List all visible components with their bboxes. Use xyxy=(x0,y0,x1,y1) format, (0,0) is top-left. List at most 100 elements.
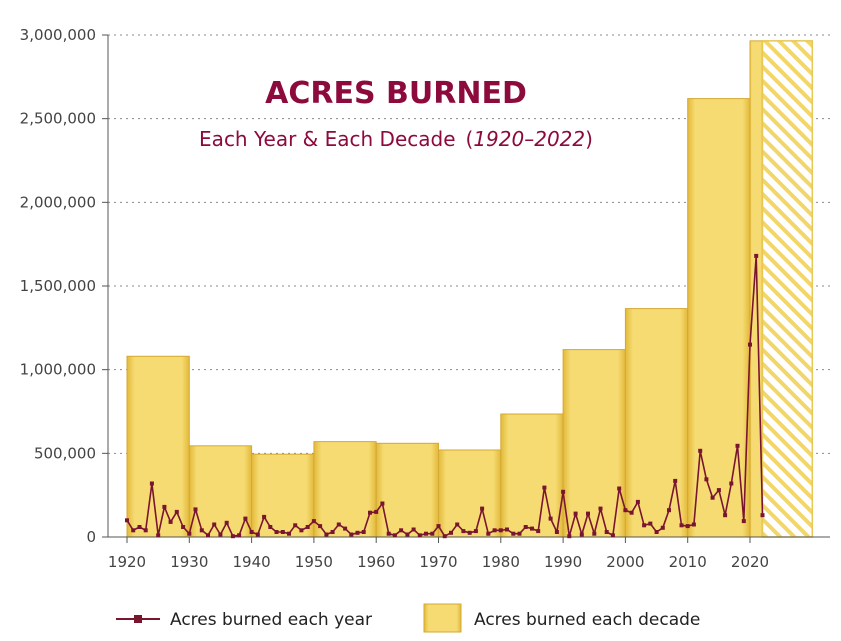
annual-point xyxy=(430,531,435,536)
annual-point xyxy=(523,525,528,529)
x-tick-label: 2000 xyxy=(606,553,644,571)
annual-point xyxy=(623,508,628,513)
x-axis-ticks: 1920 1930 1940 1950 1960 1970 1980 1990 2000 2010… xyxy=(108,537,769,571)
annual-point xyxy=(274,530,279,534)
annual-point xyxy=(473,529,478,534)
x-tick-label: 1960 xyxy=(357,553,395,571)
annual-point xyxy=(324,532,329,537)
annual-point xyxy=(237,533,242,538)
annual-point xyxy=(181,525,186,529)
annual-point xyxy=(542,485,547,490)
annual-point xyxy=(131,528,136,533)
annual-point xyxy=(143,528,148,533)
annual-point xyxy=(249,530,254,534)
annual-point xyxy=(336,522,341,527)
annual-point xyxy=(561,489,566,494)
annual-point xyxy=(648,521,653,526)
annual-point xyxy=(685,524,690,529)
annual-point xyxy=(156,533,161,538)
annual-point xyxy=(386,531,391,536)
annual-point xyxy=(374,509,379,514)
annual-point xyxy=(424,531,428,536)
annual-point xyxy=(654,530,659,534)
annual-point xyxy=(498,528,503,533)
y-tick-label: 0 xyxy=(86,528,96,546)
decade-bar-1920 xyxy=(126,355,190,538)
legend-label-decade: Acres burned each decade xyxy=(474,610,700,630)
annual-point xyxy=(480,506,485,511)
annual-point xyxy=(505,527,509,532)
annual-point xyxy=(349,532,354,537)
decade-bars xyxy=(126,40,814,538)
x-tick-label: 1950 xyxy=(295,553,333,571)
annual-point xyxy=(673,478,678,483)
annual-point xyxy=(642,523,647,528)
annual-point xyxy=(486,531,491,536)
annual-point xyxy=(567,534,572,539)
annual-point xyxy=(343,526,348,531)
annual-point xyxy=(536,529,541,534)
y-tick-label: 1,000,000 xyxy=(20,361,96,379)
annual-point xyxy=(691,522,696,527)
annual-point xyxy=(125,518,129,523)
annual-point xyxy=(224,520,229,525)
annual-point xyxy=(411,527,416,532)
annual-point xyxy=(149,481,154,486)
annual-point xyxy=(206,533,210,538)
legend-bar-swatch xyxy=(423,603,462,633)
annual-point xyxy=(517,531,522,536)
annual-point xyxy=(230,534,235,539)
legend: Acres burned each year Acres burned each… xyxy=(116,603,700,633)
annual-point xyxy=(442,534,447,539)
annual-point xyxy=(287,531,291,536)
x-tick-label: 1930 xyxy=(170,553,208,571)
annual-point xyxy=(617,486,622,491)
subtitle-range: 1920–2022 xyxy=(473,127,585,151)
legend-line-marker xyxy=(134,615,142,623)
annual-point xyxy=(492,528,497,533)
x-tick-label: 1990 xyxy=(544,553,582,571)
annual-point xyxy=(729,481,734,486)
annual-point xyxy=(162,504,167,509)
annual-point xyxy=(255,532,260,537)
annual-point xyxy=(137,525,142,529)
annual-point xyxy=(368,510,372,515)
annual-point xyxy=(710,495,715,500)
annual-point xyxy=(380,501,385,506)
chart-subtitle: Each Year & Each Decade (1920–2022) xyxy=(199,127,593,151)
annual-point xyxy=(461,529,466,534)
x-tick-label: 1920 xyxy=(108,553,146,571)
annual-point xyxy=(592,531,597,536)
annual-point xyxy=(199,528,204,533)
annual-point xyxy=(268,525,273,529)
annual-point xyxy=(586,511,590,516)
annual-point xyxy=(698,448,703,453)
annual-point xyxy=(610,533,615,538)
annual-point xyxy=(530,526,534,531)
annual-point xyxy=(741,519,746,524)
annual-point xyxy=(280,530,285,534)
decade-bar-2010 xyxy=(687,98,751,538)
annual-series xyxy=(125,253,765,539)
annual-point xyxy=(660,525,665,530)
annual-point xyxy=(417,533,422,538)
annual-point xyxy=(392,533,397,538)
annual-point xyxy=(754,253,759,258)
annual-point xyxy=(174,509,179,514)
annual-point xyxy=(748,342,752,347)
subtitle-close-paren: ) xyxy=(585,127,593,151)
subtitle-main: Each Year & Each Decade xyxy=(199,127,455,151)
x-tick-label: 1970 xyxy=(419,553,457,571)
annual-point xyxy=(436,524,441,529)
decade-bar-1980 xyxy=(500,413,564,538)
chart-title: ACRES BURNED xyxy=(265,76,527,111)
annual-point xyxy=(243,516,248,521)
legend-label-annual: Acres burned each year xyxy=(170,610,372,630)
x-tick-label: 1940 xyxy=(233,553,271,571)
annual-point xyxy=(355,530,360,535)
annual-point xyxy=(604,530,609,534)
y-axis-ticks: 0 500,000 1,000,000 1,500,000 2,000,000 2,500… xyxy=(20,26,108,546)
annual-point xyxy=(193,507,198,512)
annual-point xyxy=(305,525,310,529)
annual-point xyxy=(467,530,472,535)
